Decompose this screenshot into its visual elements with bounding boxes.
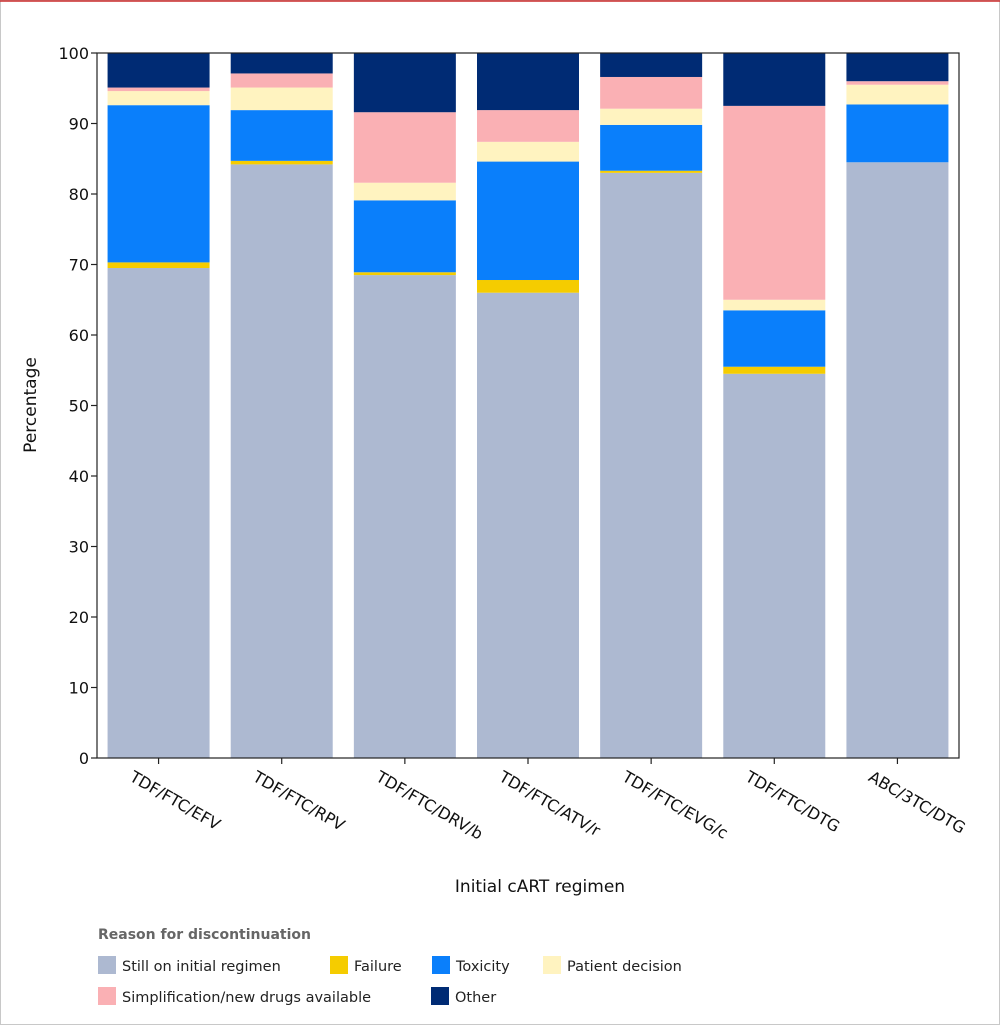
legend-swatch-still-on-initial-regimen xyxy=(98,956,116,974)
bar-tdf-ftc-drv-b-failure xyxy=(353,272,456,276)
bar-tdf-ftc-atv-r-still-on-initial-regimen xyxy=(477,292,579,758)
legend-swatch-toxicity xyxy=(432,956,450,974)
bar-tdf-ftc-atv-r-other xyxy=(477,53,579,111)
bar-tdf-ftc-rpv-other xyxy=(230,53,333,74)
x-axis-title: Initial cART regimen xyxy=(455,877,625,897)
y-tick-label: 70 xyxy=(69,256,89,275)
bar-abc-3tc-dtg-patient-decision xyxy=(846,84,949,105)
legend-swatch-other xyxy=(431,987,449,1005)
bar-tdf-ftc-atv-r-failure xyxy=(477,280,579,293)
bar-tdf-ftc-dtg-other xyxy=(723,53,826,106)
bar-tdf-ftc-rpv-patient-decision xyxy=(230,87,333,111)
y-tick-label: 50 xyxy=(69,397,89,416)
y-axis: 0 10 20 30 40 50 60 70 80 90 100 xyxy=(58,44,97,768)
legend-title: Reason for discontinuation xyxy=(98,927,311,943)
bar-tdf-ftc-rpv-failure xyxy=(230,160,333,165)
bar-tdf-ftc-rpv-simplification-new-drugs-available xyxy=(230,73,333,88)
bar-tdf-ftc-atv-r-patient-decision xyxy=(477,141,579,162)
bar-tdf-ftc-atv-r-toxicity xyxy=(477,161,579,281)
y-tick-label: 40 xyxy=(69,467,89,486)
y-tick-label: 20 xyxy=(69,608,89,627)
bar-tdf-ftc-efv-failure xyxy=(107,262,210,269)
legend-label-other: Other xyxy=(455,990,496,1006)
bar-tdf-ftc-drv-b-toxicity xyxy=(353,200,456,273)
bar-tdf-ftc-dtg-simplification-new-drugs-available xyxy=(723,105,826,300)
bar-tdf-ftc-rpv-still-on-initial-regimen xyxy=(230,164,333,758)
bar-tdf-ftc-efv-other xyxy=(107,53,210,88)
legend: Still on initial regimen Failure Toxicity P… xyxy=(98,956,682,1006)
y-tick-label: 60 xyxy=(69,326,89,345)
bar-tdf-ftc-evg-c-other xyxy=(600,53,703,77)
y-tick-label: 30 xyxy=(69,538,89,557)
bar-abc-3tc-dtg-simplification-new-drugs-available xyxy=(846,81,949,85)
y-axis-title: Percentage xyxy=(21,357,41,453)
bar-abc-3tc-dtg-other xyxy=(846,53,949,82)
bar-tdf-ftc-efv-still-on-initial-regimen xyxy=(107,268,210,758)
bar-tdf-ftc-evg-c-patient-decision xyxy=(600,108,703,125)
bar-tdf-ftc-evg-c-failure xyxy=(600,170,703,173)
legend-swatch-patient-decision xyxy=(543,956,561,974)
bar-tdf-ftc-evg-c-simplification-new-drugs-available xyxy=(600,76,703,109)
legend-label-toxicity: Toxicity xyxy=(455,959,510,975)
bar-tdf-ftc-drv-b-patient-decision xyxy=(353,182,456,201)
bar-tdf-ftc-atv-r-simplification-new-drugs-available xyxy=(477,110,579,142)
legend-label-still-on-initial-regimen: Still on initial regimen xyxy=(122,959,281,975)
y-tick-label: 80 xyxy=(69,185,89,204)
bar-tdf-ftc-drv-b-still-on-initial-regimen xyxy=(353,275,456,758)
y-tick-label: 100 xyxy=(58,44,89,63)
bar-tdf-ftc-rpv-toxicity xyxy=(230,110,333,161)
legend-label-failure: Failure xyxy=(354,959,402,975)
bar-tdf-ftc-efv-toxicity xyxy=(107,105,210,263)
bar-tdf-ftc-efv-simplification-new-drugs-available xyxy=(107,87,210,92)
bar-tdf-ftc-evg-c-still-on-initial-regimen xyxy=(600,172,703,759)
bar-tdf-ftc-efv-patient-decision xyxy=(107,91,210,106)
legend-label-simplification-new-drugs-available: Simplification/new drugs available xyxy=(122,990,371,1006)
y-tick-label: 10 xyxy=(69,679,89,698)
bar-tdf-ftc-drv-b-simplification-new-drugs-available xyxy=(353,112,456,183)
bar-tdf-ftc-drv-b-other xyxy=(353,53,456,113)
y-tick-label: 0 xyxy=(79,749,89,768)
legend-swatch-failure xyxy=(330,956,348,974)
legend-label-patient-decision: Patient decision xyxy=(567,959,682,975)
bar-abc-3tc-dtg-toxicity xyxy=(846,104,949,163)
bar-tdf-ftc-dtg-toxicity xyxy=(723,310,826,367)
bar-tdf-ftc-dtg-still-on-initial-regimen xyxy=(723,373,826,758)
legend-swatch-simplification-new-drugs-available xyxy=(98,987,116,1005)
bar-tdf-ftc-dtg-patient-decision xyxy=(723,299,826,311)
bar-abc-3tc-dtg-still-on-initial-regimen xyxy=(846,162,949,758)
bar-tdf-ftc-dtg-failure xyxy=(723,366,826,374)
bar-tdf-ftc-evg-c-toxicity xyxy=(600,124,703,171)
y-tick-label: 90 xyxy=(69,115,89,134)
plot-area xyxy=(107,53,949,759)
